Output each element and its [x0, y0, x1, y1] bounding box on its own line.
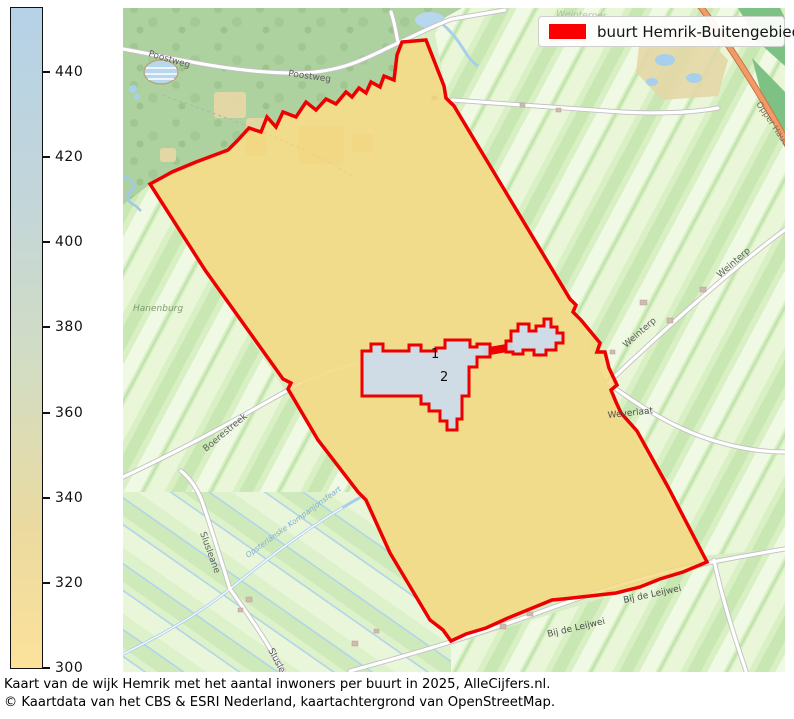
legend-label: buurt Hemrik-Buitengebied	[597, 22, 794, 41]
fields-southeast	[451, 550, 785, 672]
tick-label: 320	[55, 575, 84, 591]
colorbar-tick-300: 300	[43, 660, 83, 676]
map-svg: Poostweg Poostweg Hanenburg Weinterper W…	[120, 4, 794, 690]
fields-northeast	[430, 8, 785, 556]
tick-label: 340	[55, 490, 84, 506]
legend-swatch	[549, 24, 586, 39]
tick-mark	[43, 582, 50, 584]
village-polygon-2	[504, 317, 565, 357]
tick-mark	[43, 156, 50, 158]
village-polygon-1	[360, 338, 492, 432]
tick-mark	[43, 71, 50, 73]
colorbar-tick-380: 380	[43, 319, 83, 335]
colorbar-tick-420: 420	[43, 149, 83, 165]
marsh-ponds	[646, 54, 702, 86]
map-canvas: Poostweg Poostweg Hanenburg Weinterper W…	[120, 4, 794, 690]
colorbar-tick-340: 340	[43, 490, 83, 506]
colorbar-tick-320: 320	[43, 575, 83, 591]
tick-label: 440	[55, 64, 84, 80]
caption-line-2: © Kaartdata van het CBS & ESRI Nederland…	[4, 695, 556, 710]
colorbar-gradient	[10, 7, 43, 669]
colorbar-tick-360: 360	[43, 405, 83, 421]
tick-mark	[43, 667, 50, 669]
road-label-weverlaat: Weverlaat	[607, 406, 654, 421]
fields-southwest	[123, 492, 451, 672]
marsh-area	[636, 30, 728, 100]
tick-mark	[43, 326, 50, 328]
legend: buurt Hemrik-Buitengebied	[538, 16, 794, 47]
tick-label: 360	[55, 405, 84, 421]
tick-label: 420	[55, 149, 84, 165]
tick-label: 380	[55, 319, 84, 335]
buurt-polygon-hemrik-buitengebied	[147, 38, 710, 644]
tick-mark	[43, 497, 50, 499]
colorbar-tick-440: 440	[43, 64, 83, 80]
tick-label: 400	[55, 234, 84, 250]
area-label-hanenburg: Hanenburg	[133, 304, 183, 314]
area-label-weinterper: Weinterper	[556, 10, 608, 22]
fields-west	[123, 184, 358, 492]
region-number-2: 2	[440, 370, 448, 385]
tick-mark	[43, 241, 50, 243]
colorbar-tick-400: 400	[43, 234, 83, 250]
region-number-1: 1	[431, 347, 439, 362]
tick-mark	[43, 412, 50, 414]
caption-line-1: Kaart van de wijk Hemrik met het aantal …	[4, 677, 551, 692]
tick-label: 300	[55, 660, 84, 676]
